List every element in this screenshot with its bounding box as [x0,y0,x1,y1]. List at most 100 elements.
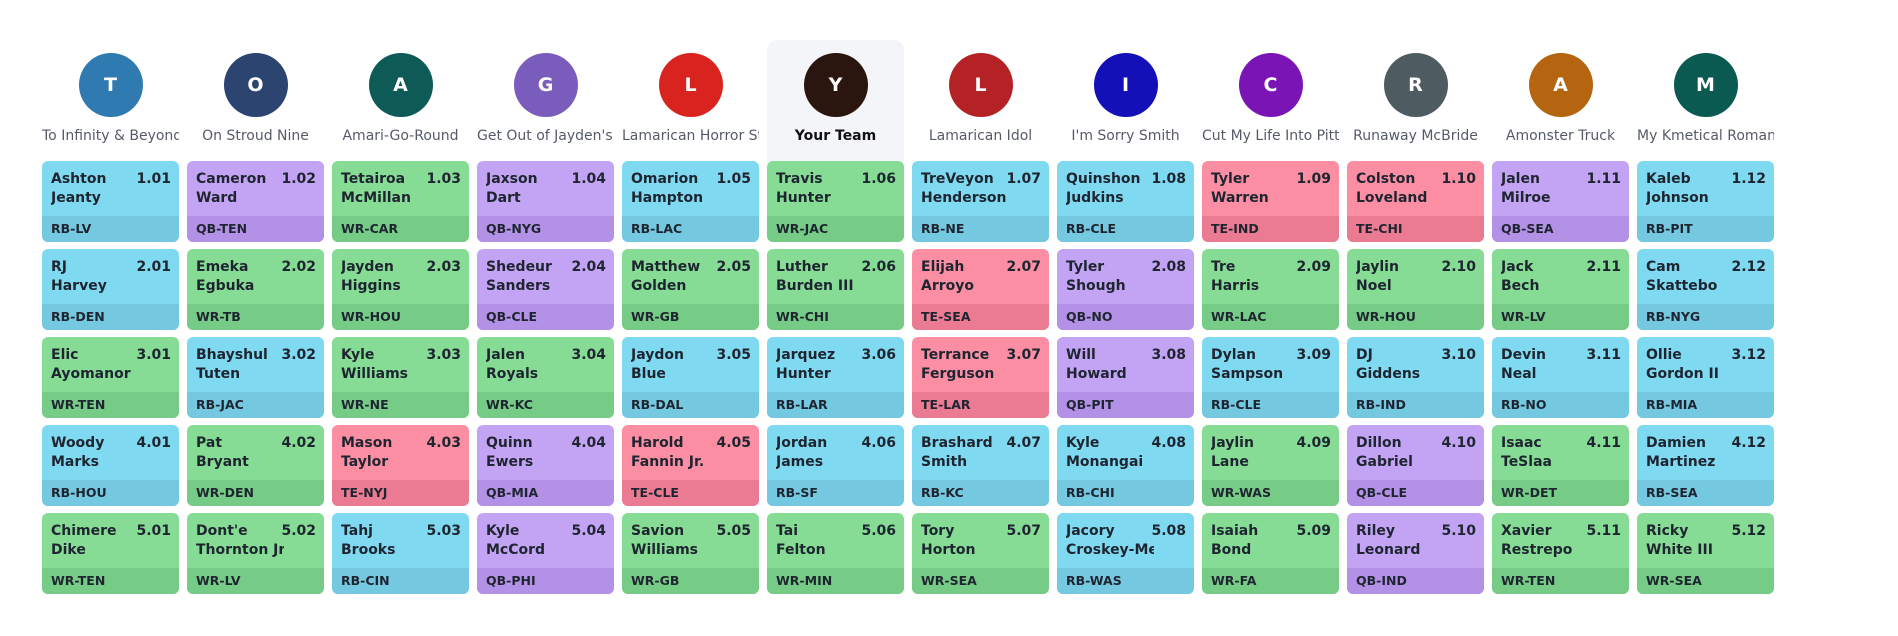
pick-card[interactable]: Kyle Williams 3.03 WR-NE [332,337,469,418]
pick-card[interactable]: Quinn Ewers 4.04 QB-MIA [477,425,614,506]
pick-card[interactable]: Tyler Warren 1.09 TE-IND [1202,161,1339,242]
pick-card[interactable]: Damien Martinez 4.12 RB-SEA [1637,425,1774,506]
pick-card[interactable]: Emeka Egbuka 2.02 WR-TB [187,249,324,330]
pick-card[interactable]: Jarquez Hunter 3.06 RB-LAR [767,337,904,418]
pick-card[interactable]: Luther Burden III 2.06 WR-CHI [767,249,904,330]
pick-card[interactable]: Jaylin Noel 2.10 WR-HOU [1347,249,1484,330]
team-avatar[interactable]: A [368,53,433,117]
position: WR [51,573,75,588]
team-avatar[interactable]: Y [803,53,868,117]
pick-number: 5.01 [136,523,171,539]
pick-card[interactable]: Pat Bryant 4.02 WR-DEN [187,425,324,506]
team-avatar[interactable]: T [78,53,143,117]
pick-card[interactable]: Bhayshul Tuten 3.02 RB-JAC [187,337,324,418]
pick-card[interactable]: Omarion Hampton 1.05 RB-LAC [622,161,759,242]
pick-card[interactable]: Tre Harris 2.09 WR-LAC [1202,249,1339,330]
pick-card-body: Savion Williams 5.05 [622,513,759,568]
pick-card[interactable]: Kyle Monangai 4.08 RB-CHI [1057,425,1194,506]
pick-card[interactable]: Tai Felton 5.06 WR-MIN [767,513,904,594]
pick-card[interactable]: Harold Fannin Jr. 4.05 TE-CLE [622,425,759,506]
pick-card[interactable]: Tahj Brooks 5.03 RB-CIN [332,513,469,594]
pick-card[interactable]: TreVeyon Henderson 1.07 RB-NE [912,161,1049,242]
pick-card[interactable]: Riley Leonard 5.10 QB-IND [1347,513,1484,594]
nfl-team: LAR [943,397,971,412]
pick-card-body: Quinn Ewers 4.04 [477,425,614,480]
pick-card[interactable]: Jayden Higgins 2.03 WR-HOU [332,249,469,330]
pick-card[interactable]: Jaxson Dart 1.04 QB-NYG [477,161,614,242]
pick-card[interactable]: Ashton Jeanty 1.01 RB-LV [42,161,179,242]
nfl-team: FA [1239,573,1257,588]
pick-card[interactable]: Jalen Royals 3.04 WR-KC [477,337,614,418]
pick-card-body: Jaylin Noel 2.10 [1347,249,1484,304]
pick-card[interactable]: Isaiah Bond 5.09 WR-FA [1202,513,1339,594]
player-name: Quinn Ewers [486,434,574,472]
pick-card[interactable]: Terrance Ferguson 3.07 TE-LAR [912,337,1049,418]
pick-card[interactable]: Xavier Restrepo 5.11 WR-TEN [1492,513,1629,594]
pick-card[interactable]: Travis Hunter 1.06 WR-JAC [767,161,904,242]
player-name: Isaac TeSlaa [1501,434,1589,472]
pick-card[interactable]: Ricky White III 5.12 WR-SEA [1637,513,1774,594]
pick-card[interactable]: Elijah Arroyo 2.07 TE-SEA [912,249,1049,330]
pick-card[interactable]: Savion Williams 5.05 WR-GB [622,513,759,594]
position: TE [631,485,649,500]
nfl-team: WAS [1239,485,1271,500]
team-avatar[interactable]: C [1238,53,1303,117]
pick-card[interactable]: Shedeur Sanders 2.04 QB-CLE [477,249,614,330]
pick-card[interactable]: Brashard Smith 4.07 RB-KC [912,425,1049,506]
pick-card[interactable]: Tetairoa McMillan 1.03 WR-CAR [332,161,469,242]
player-name: Dont'e Thornton Jr. [196,522,284,560]
pick-number: 1.03 [426,171,461,187]
pick-card[interactable]: Dont'e Thornton Jr. 5.02 WR-LV [187,513,324,594]
pick-card[interactable]: Jaylin Lane 4.09 WR-WAS [1202,425,1339,506]
team-name: Amonster Truck [1505,128,1616,144]
pick-card[interactable]: Jalen Milroe 1.11 QB-SEA [1492,161,1629,242]
pick-card[interactable]: Kaleb Johnson 1.12 RB-PIT [1637,161,1774,242]
pick-card[interactable]: Isaac TeSlaa 4.11 WR-DET [1492,425,1629,506]
team-avatar[interactable]: I [1093,53,1158,117]
nfl-team: TB [222,309,241,324]
separator: - [1230,397,1236,412]
pick-card[interactable]: RJ Harvey 2.01 RB-DEN [42,249,179,330]
separator: - [795,485,801,500]
team-avatar[interactable]: O [223,53,288,117]
pick-card[interactable]: Elic Ayomanor 3.01 WR-TEN [42,337,179,418]
team-avatar[interactable]: L [658,53,723,117]
pick-card[interactable]: Devin Neal 3.11 RB-NO [1492,337,1629,418]
team-avatar[interactable]: M [1673,53,1738,117]
player-last-name: Gordon II [1646,366,1719,382]
pick-card[interactable]: Jacory Croskey-Merritt 5.08 RB-WAS [1057,513,1194,594]
player-last-name: Judkins [1066,190,1124,206]
pick-card[interactable]: Chimere Dike 5.01 WR-TEN [42,513,179,594]
pick-card[interactable]: Jaydon Blue 3.05 RB-DAL [622,337,759,418]
pick-card[interactable]: Jordan James 4.06 RB-SF [767,425,904,506]
pick-card[interactable]: Dillon Gabriel 4.10 QB-CLE [1347,425,1484,506]
pick-card[interactable]: Colston Loveland 1.10 TE-CHI [1347,161,1484,242]
player-first-name: Savion [631,523,685,539]
position-team-label: RB-SF [767,480,904,506]
pick-card[interactable]: Jack Bech 2.11 WR-LV [1492,249,1629,330]
team-avatar[interactable]: G [513,53,578,117]
nfl-team: CHI [1378,221,1403,236]
player-first-name: Kaleb [1646,171,1691,187]
pick-card-body: Kyle Williams 3.03 [332,337,469,392]
separator: - [1228,221,1234,236]
pick-card[interactable]: Quinshon Judkins 1.08 RB-CLE [1057,161,1194,242]
pick-card[interactable]: Ollie Gordon II 3.12 RB-MIA [1637,337,1774,418]
team-avatar[interactable]: L [948,53,1013,117]
pick-card[interactable]: DJ Giddens 3.10 RB-IND [1347,337,1484,418]
pick-card[interactable]: Tory Horton 5.07 WR-SEA [912,513,1049,594]
pick-card[interactable]: Woody Marks 4.01 RB-HOU [42,425,179,506]
team-avatar[interactable]: A [1528,53,1593,117]
pick-card[interactable]: Kyle McCord 5.04 QB-PHI [477,513,614,594]
pick-card[interactable]: Matthew Golden 2.05 WR-GB [622,249,759,330]
pick-number: 3.05 [716,347,751,363]
position-team-label: QB-TEN [187,216,324,242]
pick-card[interactable]: Will Howard 3.08 QB-PIT [1057,337,1194,418]
team-avatar[interactable]: R [1383,53,1448,117]
team-name: On Stroud Nine [202,128,309,144]
pick-card[interactable]: Dylan Sampson 3.09 RB-CLE [1202,337,1339,418]
pick-card[interactable]: Cameron Ward 1.02 QB-TEN [187,161,324,242]
pick-card[interactable]: Cam Skattebo 2.12 RB-NYG [1637,249,1774,330]
pick-card[interactable]: Mason Taylor 4.03 TE-NYJ [332,425,469,506]
pick-card[interactable]: Tyler Shough 2.08 QB-NO [1057,249,1194,330]
